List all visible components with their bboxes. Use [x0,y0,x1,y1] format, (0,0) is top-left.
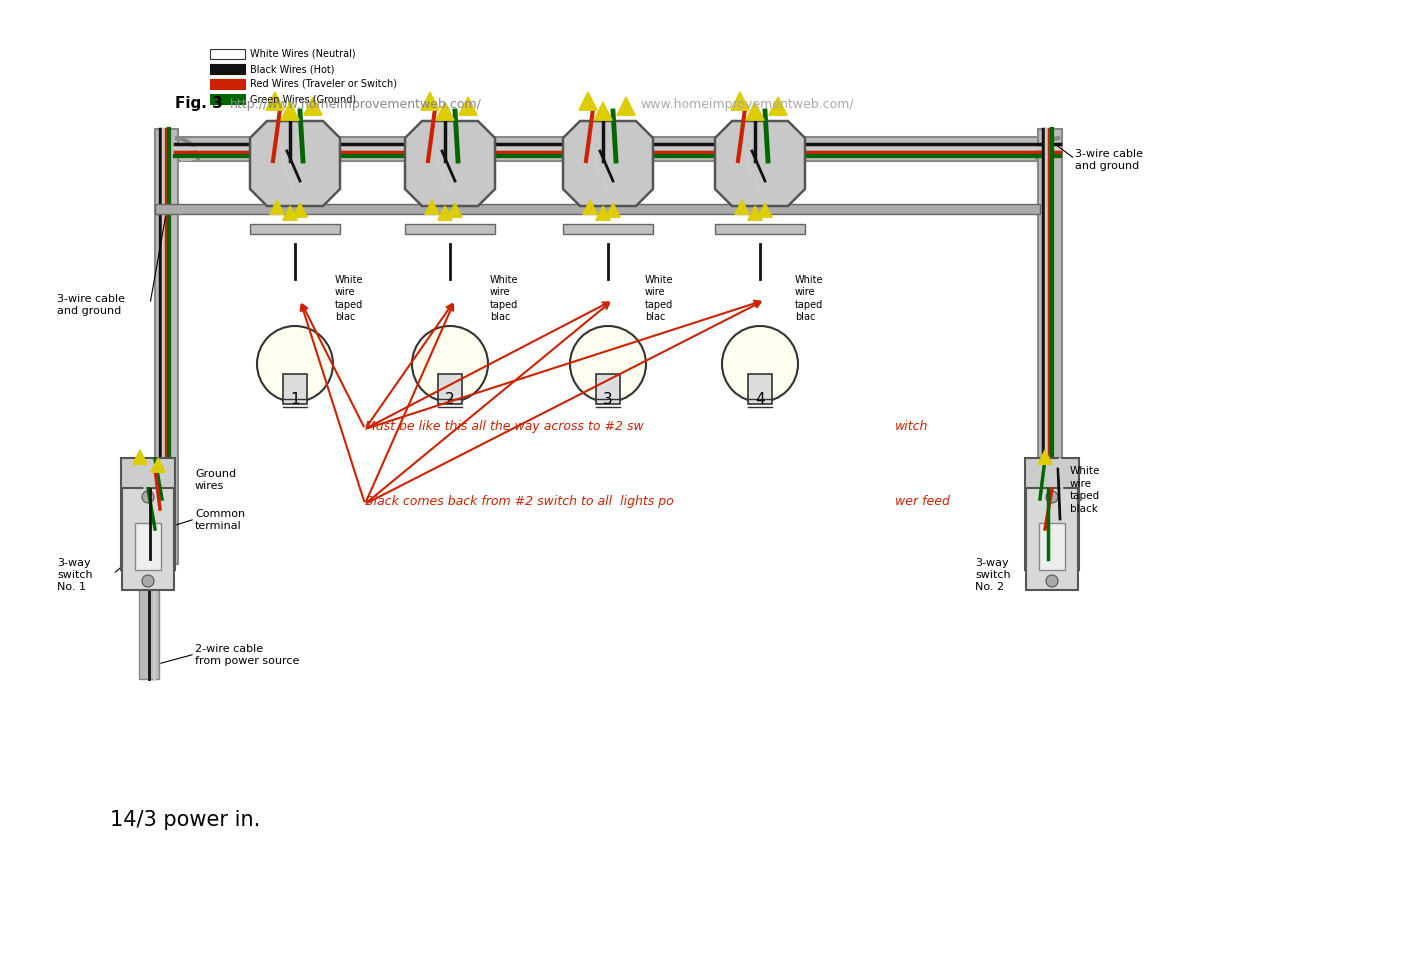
Polygon shape [1038,451,1052,465]
FancyBboxPatch shape [135,523,162,571]
FancyBboxPatch shape [121,458,174,571]
FancyBboxPatch shape [439,375,463,405]
Polygon shape [747,103,763,121]
Polygon shape [449,204,463,218]
Bar [155,205,1040,214]
Polygon shape [617,98,636,116]
Circle shape [142,576,155,587]
Text: White
wire
taped
blac: White wire taped blac [794,274,824,322]
Text: Red Wires (Traveler or Switch): Red Wires (Traveler or Switch) [250,79,396,89]
Polygon shape [596,207,610,221]
Text: wer feed: wer feed [896,495,950,507]
Polygon shape [250,122,340,207]
Text: 1: 1 [290,392,299,407]
FancyBboxPatch shape [1026,489,1078,590]
FancyBboxPatch shape [122,489,174,590]
Bar [209,80,245,90]
Bar [209,95,245,105]
Text: White Wires (Neutral): White Wires (Neutral) [250,49,356,59]
Polygon shape [132,451,148,465]
Bar [209,50,245,60]
Bar [405,225,495,234]
Circle shape [412,327,488,402]
Text: White
wire
taped
blac: White wire taped blac [491,274,519,322]
Circle shape [1046,492,1057,503]
Bar [209,65,245,75]
Polygon shape [758,204,772,218]
Circle shape [142,492,155,503]
Polygon shape [583,201,598,215]
Bar [174,138,1060,162]
Polygon shape [425,201,439,215]
Text: White
wire
taped
black: White wire taped black [1070,466,1101,513]
Polygon shape [606,204,620,218]
Text: 3-wire cable
and ground: 3-wire cable and ground [58,294,125,315]
Bar [155,130,179,564]
Text: www.homeimprovementweb.com/: www.homeimprovementweb.com/ [640,98,853,111]
Text: Must be like this all the way across to #2 sw: Must be like this all the way across to … [366,419,644,433]
Polygon shape [458,98,477,116]
Text: Green Wires (Ground): Green Wires (Ground) [250,94,356,104]
Polygon shape [270,201,284,215]
Text: 14/3 power in.: 14/3 power in. [110,809,260,829]
Polygon shape [716,122,806,207]
Text: White
wire
taped
blac: White wire taped blac [645,274,673,322]
Text: 3-wire cable
and ground: 3-wire cable and ground [1076,149,1143,171]
Text: Black comes back from #2 switch to all  lights po: Black comes back from #2 switch to all l… [366,495,673,507]
FancyBboxPatch shape [283,375,307,405]
Polygon shape [283,207,297,221]
Polygon shape [266,92,284,112]
FancyBboxPatch shape [1039,523,1064,571]
Text: Fig. 3: Fig. 3 [174,96,222,111]
Polygon shape [769,98,787,116]
Polygon shape [731,92,749,112]
Circle shape [723,327,799,402]
Bar [139,559,159,679]
Polygon shape [593,103,612,121]
Text: 3: 3 [603,392,613,407]
Text: http://www.homeimprovementweb.com/: http://www.homeimprovementweb.com/ [231,98,482,111]
Polygon shape [562,122,652,207]
Polygon shape [735,201,749,215]
Polygon shape [437,207,453,221]
Polygon shape [748,207,762,221]
FancyBboxPatch shape [1025,458,1078,571]
Text: witch: witch [896,419,928,433]
Circle shape [1046,576,1057,587]
Polygon shape [292,204,307,218]
Bar [716,225,806,234]
Bar [1038,130,1062,564]
Polygon shape [304,98,322,116]
FancyBboxPatch shape [596,375,620,405]
Text: Ground
wires: Ground wires [195,468,236,491]
Polygon shape [420,92,439,112]
Polygon shape [579,92,598,112]
Text: White
wire
taped
blac: White wire taped blac [335,274,364,322]
Bar [562,225,652,234]
Text: 2-wire cable
from power source: 2-wire cable from power source [195,643,299,665]
Text: Black Wires (Hot): Black Wires (Hot) [250,64,335,74]
Circle shape [569,327,645,402]
Text: 4: 4 [755,392,765,407]
Polygon shape [281,103,299,121]
Text: 2: 2 [446,392,454,407]
Text: 3-way
switch
No. 2: 3-way switch No. 2 [974,557,1011,592]
Text: Common
terminal: Common terminal [195,508,245,531]
Polygon shape [405,122,495,207]
Polygon shape [150,458,165,473]
Bar [250,225,340,234]
Circle shape [257,327,333,402]
Text: 3-way
switch
No. 1: 3-way switch No. 1 [58,557,93,592]
FancyBboxPatch shape [748,375,772,405]
Polygon shape [436,103,454,121]
